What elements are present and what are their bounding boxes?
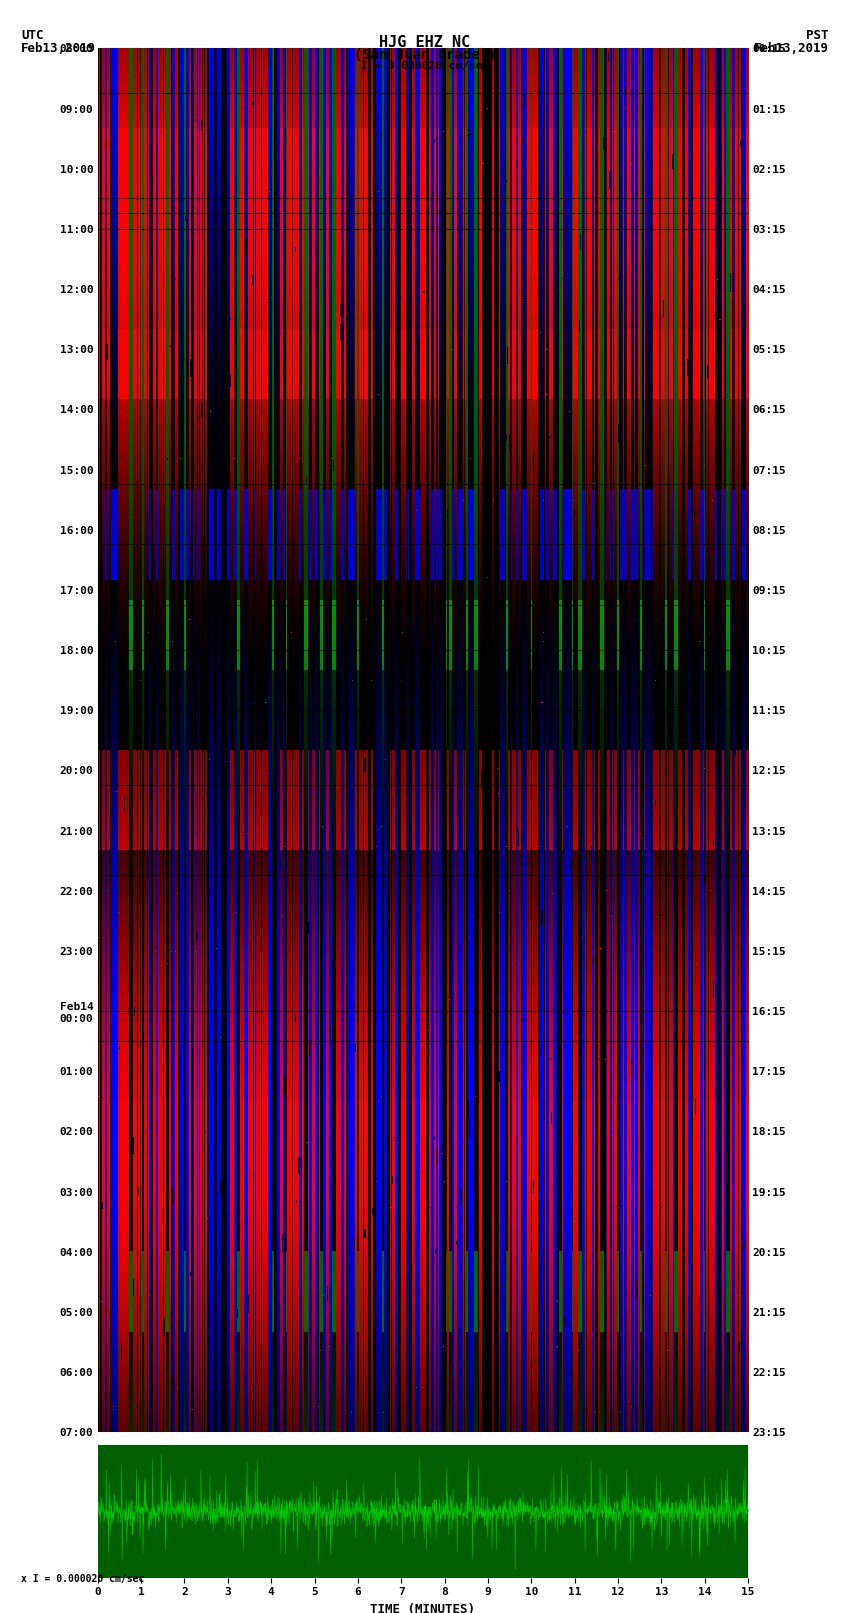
X-axis label: TIME (MINUTES): TIME (MINUTES) — [371, 1603, 475, 1613]
Text: (San Juan Grade ): (San Juan Grade ) — [354, 48, 496, 63]
Text: UTC: UTC — [21, 29, 43, 42]
Text: Feb13,2019: Feb13,2019 — [754, 42, 829, 55]
Text: HJG EHZ NC: HJG EHZ NC — [379, 35, 471, 50]
Text: PST: PST — [807, 29, 829, 42]
Text: I = 0.000020 cm/sec: I = 0.000020 cm/sec — [361, 61, 489, 71]
Text: Feb13,2019: Feb13,2019 — [21, 42, 96, 55]
Text: x I = 0.000020 cm/sec: x I = 0.000020 cm/sec — [21, 1574, 144, 1584]
